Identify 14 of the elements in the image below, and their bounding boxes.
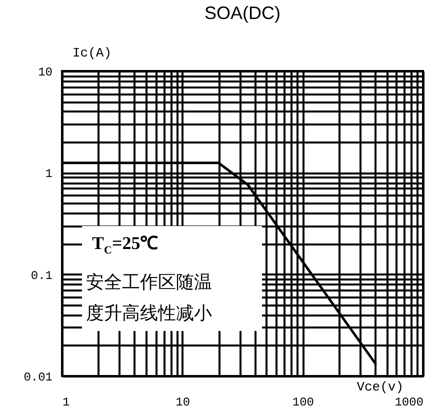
- annotation: 安全工作区随温: [86, 270, 213, 294]
- annotation: 度升高线性减小: [86, 302, 213, 325]
- y-tick-label: 0.01: [24, 370, 52, 384]
- x-tick-label: 10: [176, 396, 190, 410]
- chart-title: SOA(DC): [204, 3, 280, 23]
- y-axis-title: Ic(A): [72, 46, 112, 60]
- x-axis-title: Vce(v): [356, 380, 404, 394]
- x-tick-label: 1: [62, 396, 70, 410]
- y-tick-label: 10: [38, 66, 52, 80]
- y-tick-label: 1: [45, 167, 52, 182]
- x-tick-label: 100: [292, 396, 314, 410]
- y-tick-label: 0.1: [30, 268, 52, 283]
- x-tick-label: 1000: [394, 396, 424, 410]
- annotation: T$_{C}$=25℃: [91, 232, 160, 259]
